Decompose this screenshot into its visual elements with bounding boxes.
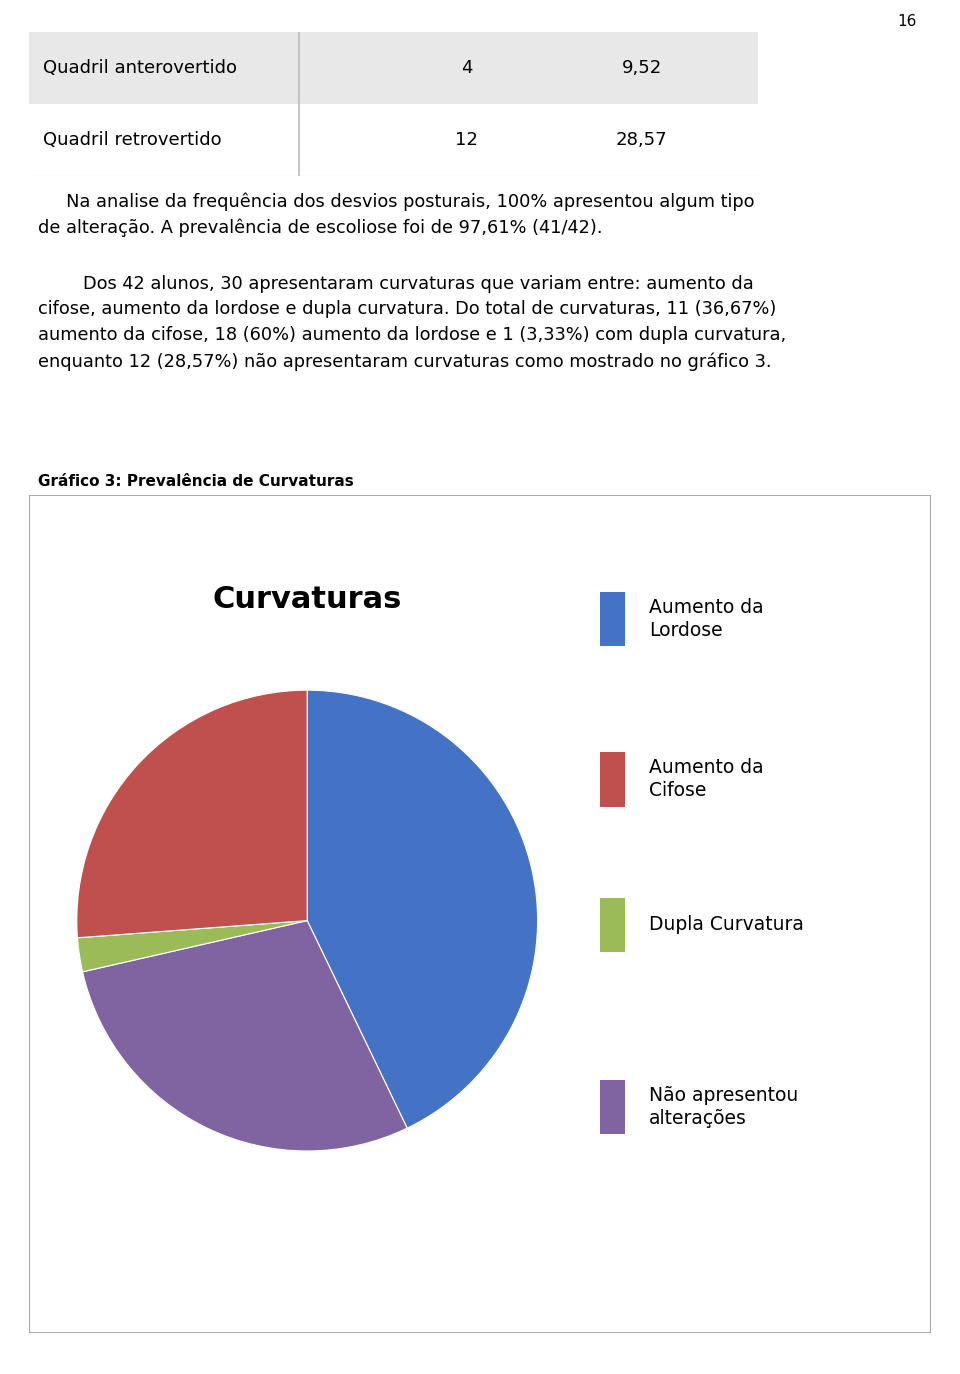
Bar (29, 104, 758, 176)
Title: Curvaturas: Curvaturas (212, 584, 402, 614)
Text: Gráfico 3: Prevalência de Curvaturas: Gráfico 3: Prevalência de Curvaturas (38, 474, 354, 489)
Text: 4: 4 (461, 59, 472, 77)
Text: Aumento da
Lordose: Aumento da Lordose (649, 598, 764, 640)
Bar (29, 32, 758, 104)
Bar (600, 752, 625, 807)
Wedge shape (77, 690, 307, 938)
Bar (600, 1080, 625, 1135)
Wedge shape (307, 690, 538, 1128)
Wedge shape (78, 921, 307, 971)
Text: Dupla Curvatura: Dupla Curvatura (649, 915, 804, 934)
Text: Quadril anterovertido: Quadril anterovertido (43, 59, 237, 77)
Text: Dos 42 alunos, 30 apresentaram curvaturas que variam entre: aumento da
cifose, a: Dos 42 alunos, 30 apresentaram curvatura… (38, 275, 786, 371)
Text: Quadril retrovertido: Quadril retrovertido (43, 131, 222, 148)
Text: Na analise da frequência dos desvios posturais, 100% apresentou algum tipo
de al: Na analise da frequência dos desvios pos… (38, 192, 755, 238)
Text: 16: 16 (898, 14, 917, 29)
Text: 28,57: 28,57 (616, 131, 667, 148)
Text: 12: 12 (455, 131, 478, 148)
Text: 9,52: 9,52 (621, 59, 661, 77)
Text: Não apresentou
alterações: Não apresentou alterações (649, 1085, 799, 1128)
Bar (600, 592, 625, 646)
Text: Aumento da
Cifose: Aumento da Cifose (649, 758, 764, 801)
Wedge shape (83, 921, 407, 1151)
Bar (600, 897, 625, 952)
